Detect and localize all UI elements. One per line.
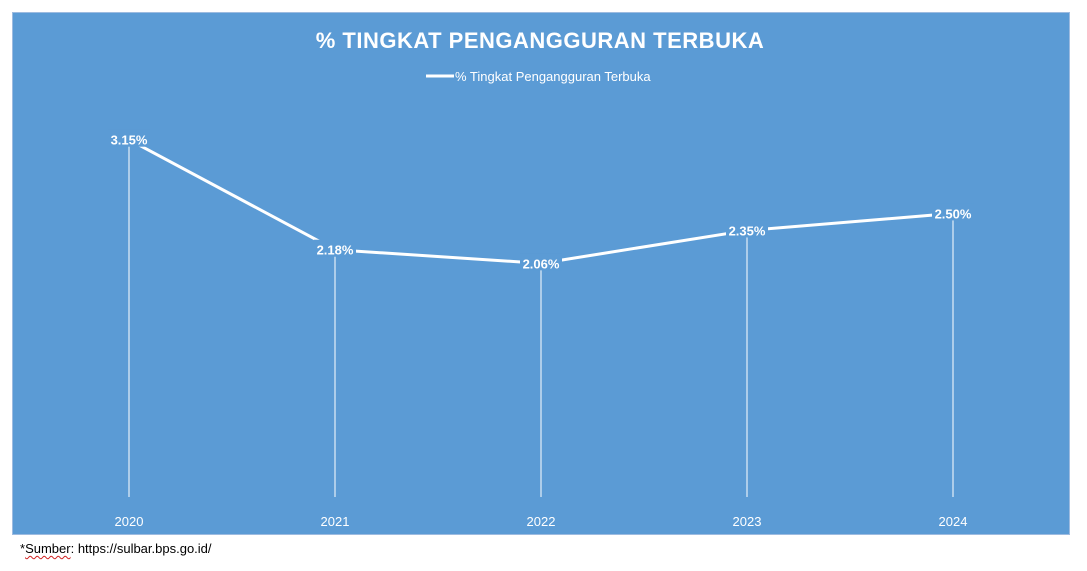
legend-label: % Tingkat Pengangguran Terbuka xyxy=(455,69,651,84)
data-label-bg-2023 xyxy=(726,220,768,238)
x-tick-2020: 2020 xyxy=(115,514,144,529)
data-label-2020: 3.15% xyxy=(111,133,148,148)
data-label-2024: 2.50% xyxy=(935,206,972,221)
data-labels: 3.15% 2.18% 2.06% 2.35% 2.50% xyxy=(108,129,974,271)
data-label-bg-2022 xyxy=(520,253,562,271)
legend: % Tingkat Pengangguran Terbuka xyxy=(426,69,651,84)
x-axis-tick-labels: 2020 2021 2022 2023 2024 xyxy=(115,514,968,529)
drop-lines xyxy=(128,139,954,497)
data-label-bg-2024 xyxy=(932,203,974,221)
chart-title: % TINGKAT PENGANGGURAN TERBUKA xyxy=(316,28,764,53)
data-label-2022: 2.06% xyxy=(523,256,560,271)
source-word: Sumber xyxy=(25,541,71,556)
x-tick-2022: 2022 xyxy=(527,514,556,529)
source-prefix: * xyxy=(20,541,26,556)
data-label-2023: 2.35% xyxy=(729,223,766,238)
data-label-2021: 2.18% xyxy=(317,243,354,258)
x-tick-2024: 2024 xyxy=(939,514,968,529)
series-line xyxy=(128,138,954,265)
data-label-bg-2021 xyxy=(314,239,356,257)
line-chart: % TINGKAT PENGANGGURAN TERBUKA % Tingkat… xyxy=(108,28,974,529)
source-url: : https://sulbar.bps.go.id/ xyxy=(70,541,212,556)
source-note: *Sumber: https://sulbar.bps.go.id/ xyxy=(20,541,212,556)
chart-area: % TINGKAT PENGANGGURAN TERBUKA % Tingkat… xyxy=(12,12,1070,535)
x-tick-2023: 2023 xyxy=(733,514,762,529)
x-tick-2021: 2021 xyxy=(321,514,350,529)
data-label-bg-2020 xyxy=(108,129,150,147)
